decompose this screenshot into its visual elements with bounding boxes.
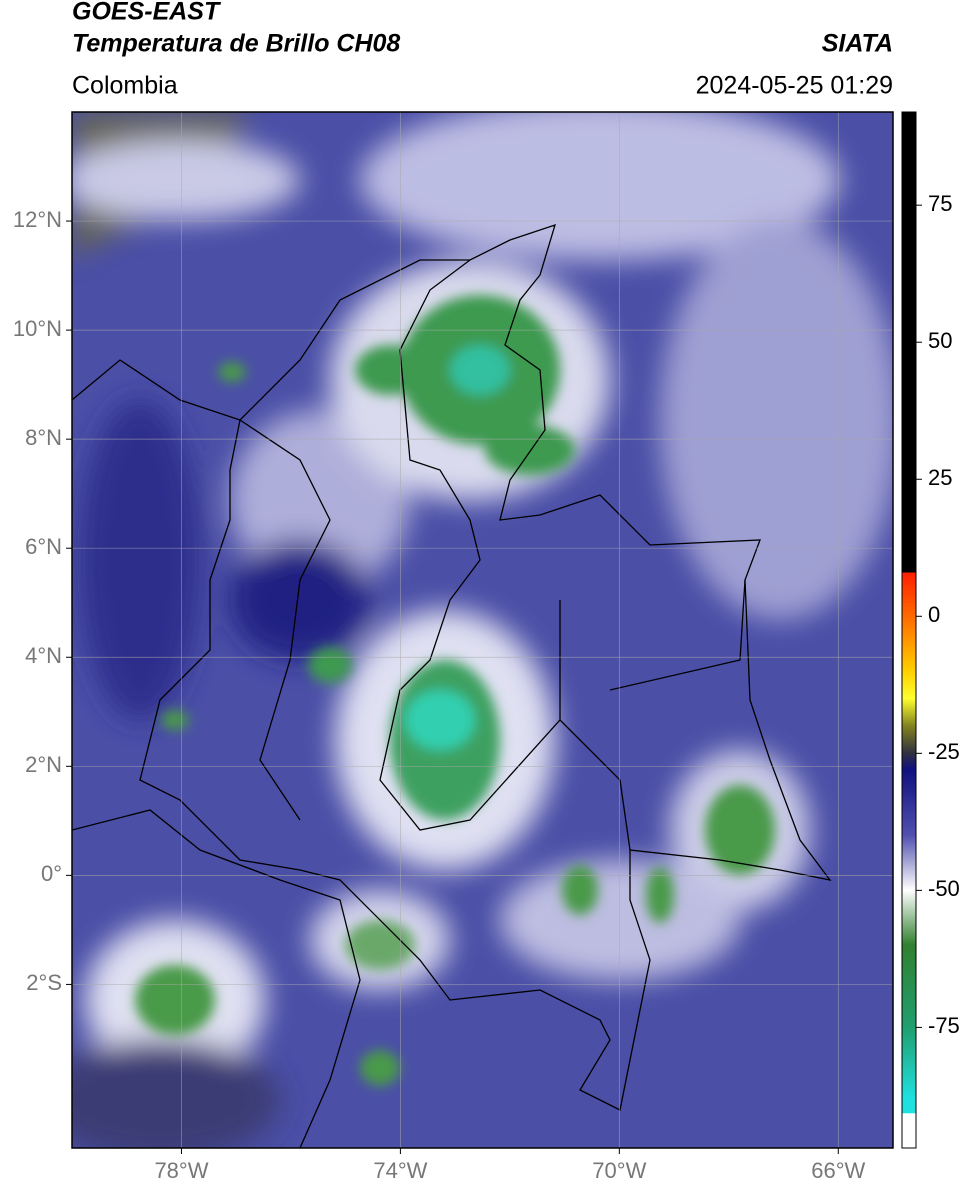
- title: GOES-EAST: [72, 0, 222, 26]
- colorbar-tick-label: -75: [928, 1013, 960, 1038]
- y-tick-label: 8°N: [25, 425, 62, 450]
- y-tick-label: 10°N: [13, 316, 62, 341]
- colorbar-tick-label: -25: [928, 739, 960, 764]
- y-tick-label: 12°N: [13, 207, 62, 232]
- brand: SIATA: [822, 30, 893, 58]
- y-tick-label: 2°N: [25, 752, 62, 777]
- x-tick-label: 66°W: [811, 1158, 865, 1183]
- y-tick-label: 0°: [41, 861, 62, 886]
- colorbar-tick-label: 0: [928, 602, 940, 627]
- colorbar: [901, 111, 917, 1149]
- y-tick-label: 2°S: [26, 970, 62, 995]
- colorbar-tick-label: -50: [928, 876, 960, 901]
- datetime: 2024-05-25 01:29: [696, 72, 893, 100]
- x-tick-label: 78°W: [154, 1158, 208, 1183]
- colorbar-tick-label: 50: [928, 328, 952, 353]
- satellite-image: [72, 112, 893, 1148]
- map-frame: [71, 111, 894, 1149]
- x-tick-label: 70°W: [592, 1158, 646, 1183]
- y-tick-label: 4°N: [25, 643, 62, 668]
- colorbar-tick-label: 75: [928, 191, 952, 216]
- region: Colombia: [72, 72, 178, 100]
- y-tick-label: 6°N: [25, 534, 62, 559]
- x-tick-label: 74°W: [373, 1158, 427, 1183]
- colorbar-tick-label: 25: [928, 465, 952, 490]
- subtitle: Temperatura de Brillo CH08: [72, 30, 400, 58]
